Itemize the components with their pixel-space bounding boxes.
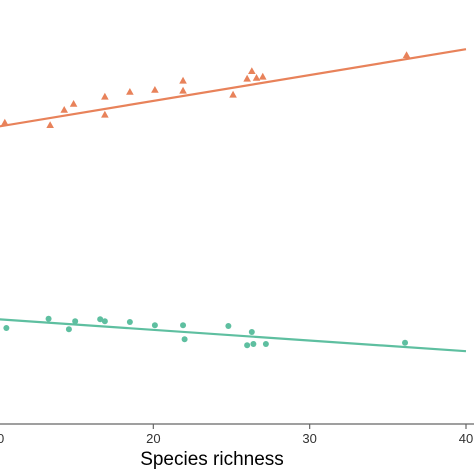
data-point-series-1-2	[46, 121, 54, 128]
data-point-series-1-3	[60, 106, 69, 113]
data-point-series-2-4	[72, 318, 79, 325]
data-point-series-1-8	[151, 86, 159, 93]
x-tick-label-10: 10	[0, 431, 4, 446]
data-point-series-2-1	[3, 325, 10, 331]
data-point-series-2-2	[45, 315, 52, 322]
data-point-series-2-14	[250, 341, 257, 347]
data-point-series-1-9	[179, 86, 187, 94]
data-point-series-1-4	[69, 100, 78, 107]
data-point-series-1-15	[258, 72, 267, 80]
x-axis-title: Species richness	[140, 449, 284, 470]
data-point-series-1-1	[1, 118, 9, 126]
x-axis-ticks: 10 20 30 40	[0, 424, 473, 446]
data-point-series-1-12	[243, 74, 251, 82]
data-point-series-2-12	[244, 342, 251, 349]
data-point-series-2-13	[248, 329, 255, 335]
data-point-series-1-10	[179, 76, 187, 84]
data-point-series-2-11	[225, 323, 232, 329]
data-point-series-1-5	[101, 110, 109, 118]
data-point-series-2-8	[151, 322, 158, 329]
data-point-series-2-5	[97, 316, 104, 323]
data-point-series-2-3	[65, 326, 72, 333]
plot-area	[0, 48, 467, 353]
data-point-series-2-7	[126, 319, 133, 325]
data-point-series-2-16	[402, 339, 409, 346]
x-tick-label-30: 30	[302, 431, 316, 446]
data-point-series-2-9	[180, 322, 187, 329]
data-point-series-1-16	[402, 51, 411, 58]
trend-line-series-1	[0, 48, 467, 128]
data-point-series-1-6	[101, 92, 109, 100]
data-point-series-2-15	[262, 341, 269, 347]
data-point-series-2-6	[101, 318, 108, 325]
data-point-series-1-11	[229, 90, 237, 98]
data-point-series-1-13	[248, 67, 256, 74]
data-point-series-1-7	[126, 88, 134, 95]
x-tick-label-20: 20	[146, 431, 160, 446]
x-tick-label-40: 40	[459, 431, 473, 446]
trend-line-series-2	[0, 318, 467, 353]
data-point-series-1-14	[252, 74, 261, 81]
data-point-series-2-10	[181, 336, 188, 343]
